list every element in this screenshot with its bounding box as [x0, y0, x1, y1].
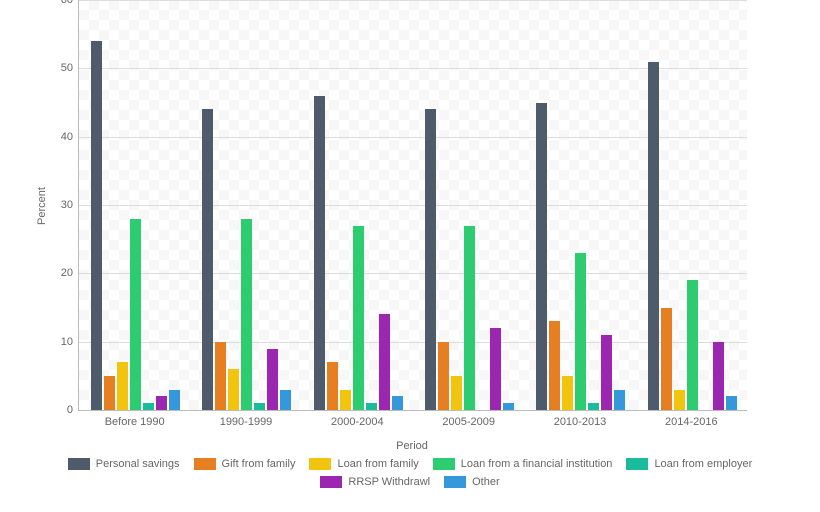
bar [353, 226, 364, 411]
legend-item: Gift from family [194, 458, 296, 470]
y-axis-label: Percent [36, 187, 48, 225]
bar [254, 403, 265, 410]
bar [490, 328, 501, 410]
bar [143, 403, 154, 410]
bar [366, 403, 377, 410]
legend-label: Other [472, 476, 500, 488]
legend-label: Loan from employer [654, 458, 752, 470]
bar [503, 403, 514, 410]
legend-item: RRSP Withdrawl [320, 476, 430, 488]
legend-label: Loan from family [337, 458, 418, 470]
legend-item: Other [444, 476, 500, 488]
legend-swatch [433, 458, 455, 470]
plot-area: 0102030405060Before 19901990-19992000-20… [78, 0, 747, 411]
bar [327, 362, 338, 410]
bar [687, 280, 698, 410]
bar [425, 109, 436, 410]
bar [588, 403, 599, 410]
x-tick-label: 2010-2013 [554, 410, 607, 428]
legend-item: Personal savings [68, 458, 180, 470]
bar [726, 396, 737, 410]
bar [215, 342, 226, 410]
y-tick-label: 50 [61, 62, 79, 74]
bar [549, 321, 560, 410]
x-tick-label: 1990-1999 [220, 410, 273, 428]
bar [130, 219, 141, 410]
bar [674, 390, 685, 411]
legend-swatch [320, 476, 342, 488]
chart-container: 0 10 20 30 40 50 60 Before 1990 1990-1999 2000-20… [0, 0, 820, 512]
y-tick-label: 60 [61, 0, 79, 6]
legend-swatch [444, 476, 466, 488]
legend-swatch [194, 458, 216, 470]
bar [451, 376, 462, 410]
bar [117, 362, 128, 410]
bar [648, 62, 659, 411]
legend-label: Gift from family [222, 458, 296, 470]
x-axis-label: Period [396, 440, 428, 452]
legend-item: Loan from family [309, 458, 418, 470]
x-tick-label: 2005-2009 [442, 410, 495, 428]
bar [536, 103, 547, 411]
bar [614, 390, 625, 411]
legend-label: Personal savings [96, 458, 180, 470]
x-tick-label: Before 1990 [105, 410, 165, 428]
bar [156, 396, 167, 410]
y-tick-label: 40 [61, 131, 79, 143]
bar [661, 308, 672, 411]
legend-swatch [309, 458, 331, 470]
y-tick-label: 0 [67, 404, 79, 416]
bar [601, 335, 612, 410]
bar [713, 342, 724, 410]
y-tick-label: 30 [61, 199, 79, 211]
bar [280, 390, 291, 411]
bar [575, 253, 586, 410]
bar [438, 342, 449, 410]
gridline [79, 0, 747, 1]
bar [464, 226, 475, 411]
bar [228, 369, 239, 410]
legend: Personal savings Gift from family Loan fro… [60, 458, 760, 488]
legend-label: RRSP Withdrawl [348, 476, 430, 488]
bar [562, 376, 573, 410]
y-tick-label: 20 [61, 267, 79, 279]
bar [91, 41, 102, 410]
bar [379, 314, 390, 410]
bar [340, 390, 351, 411]
legend-swatch [626, 458, 648, 470]
bar [392, 396, 403, 410]
y-tick-label: 10 [61, 336, 79, 348]
legend-item: Loan from a financial institution [433, 458, 613, 470]
legend-item: Loan from employer [626, 458, 752, 470]
bar [104, 376, 115, 410]
x-tick-label: 2014-2016 [665, 410, 718, 428]
legend-swatch [68, 458, 90, 470]
bar [314, 96, 325, 410]
bar [267, 349, 278, 411]
bar [169, 390, 180, 411]
bar [241, 219, 252, 410]
bar [202, 109, 213, 410]
x-tick-label: 2000-2004 [331, 410, 384, 428]
legend-label: Loan from a financial institution [461, 458, 613, 470]
